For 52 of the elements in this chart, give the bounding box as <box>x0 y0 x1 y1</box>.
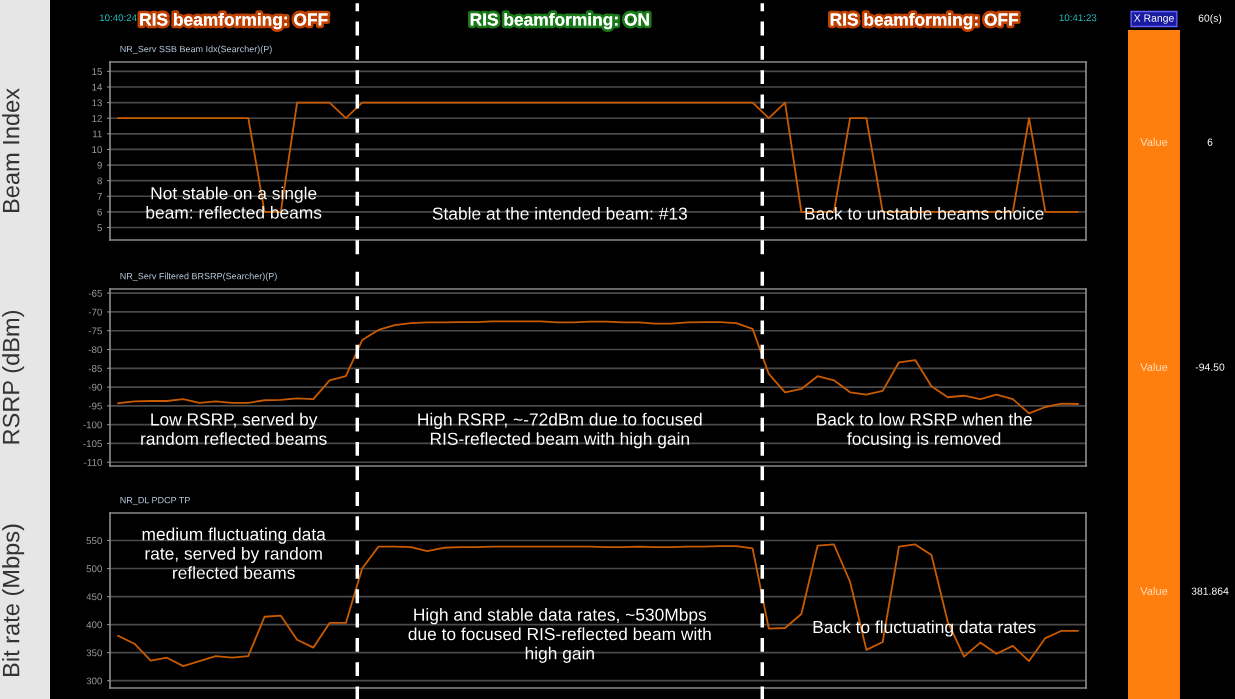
annotation: Back to low RSRP when the focusing is removed <box>817 412 1032 449</box>
y-tick-label: -110 <box>84 458 102 466</box>
y-tick-label: -105 <box>83 440 102 448</box>
y-tick-label: 350 <box>86 649 102 657</box>
text: Value <box>1140 137 1168 146</box>
y-tick-label: 300 <box>86 677 102 685</box>
y-tick-label: 8 <box>97 177 102 185</box>
chart-title: NR_DL PDCP TP <box>120 496 190 506</box>
annotation: High RSRP, ~-72dBm due to focused RIS-reflected beam with high gain <box>418 412 702 449</box>
y-tick-label: 500 <box>86 565 102 573</box>
annotation: Stable at the intended beam: #13 <box>432 206 687 220</box>
y-tick-label: -75 <box>88 327 102 335</box>
y-tick-label: 550 <box>86 537 102 545</box>
text: X Range <box>1133 14 1174 24</box>
text: Value <box>1140 362 1168 371</box>
y-tick-label: 5 <box>97 224 102 232</box>
annotation: Low RSRP, served by random reflected beams <box>141 412 327 445</box>
y-tick-label: 15 <box>92 68 102 75</box>
y-tick-label: 6 <box>97 208 102 216</box>
y-tick-label: 7 <box>97 193 102 200</box>
chart-title: NR_Serv SSB Beam Idx(Searcher)(P) <box>120 45 272 54</box>
x-tick-label: 10:40:24 <box>99 14 137 22</box>
text: 6 <box>1207 138 1213 146</box>
text: RIS beamforming: OFF <box>830 12 1019 30</box>
text: 60(s) <box>1198 14 1222 24</box>
y-tick-label: 9 <box>97 161 102 169</box>
y-axis-title: RSRP (dBm) <box>2 310 25 444</box>
text: -94.50 <box>1195 363 1225 371</box>
annotation: High and stable data rates, ~530Mbps due to focused RIS-reflected beam with high gain <box>408 608 711 663</box>
text: Value <box>1140 586 1168 595</box>
text: RIS beamforming: ON <box>470 12 649 30</box>
text: RIS beamforming: OFF <box>140 12 328 30</box>
y-tick-label: -85 <box>88 365 102 372</box>
y-tick-label: -70 <box>88 308 102 316</box>
y-tick-label: 400 <box>86 621 102 629</box>
y-tick-label: -95 <box>88 402 102 410</box>
y-tick-label: 450 <box>86 593 102 601</box>
y-tick-label: 12 <box>92 114 102 122</box>
annotation: medium fluctuating data rate, served by random reflected beams <box>142 527 326 579</box>
y-tick-label: 14 <box>92 83 103 91</box>
chart-title: NR_Serv Filtered BRSRP(Searcher)(P) <box>120 272 277 282</box>
x-tick-label: 10:41:23 <box>1059 14 1097 22</box>
y-axis-title: Bit rate (Mbps) <box>2 524 25 676</box>
y-tick-label: 11 <box>93 130 102 138</box>
text: 381.864 <box>1191 587 1229 595</box>
y-tick-label: -90 <box>88 383 102 391</box>
y-tick-label: -65 <box>88 289 102 297</box>
y-tick-label: 13 <box>92 99 102 107</box>
y-axis-title: Beam Index <box>2 88 20 213</box>
y-tick-label: -100 <box>83 421 102 429</box>
y-tick-label: -80 <box>88 346 102 354</box>
y-tick-label: 10 <box>92 146 102 154</box>
